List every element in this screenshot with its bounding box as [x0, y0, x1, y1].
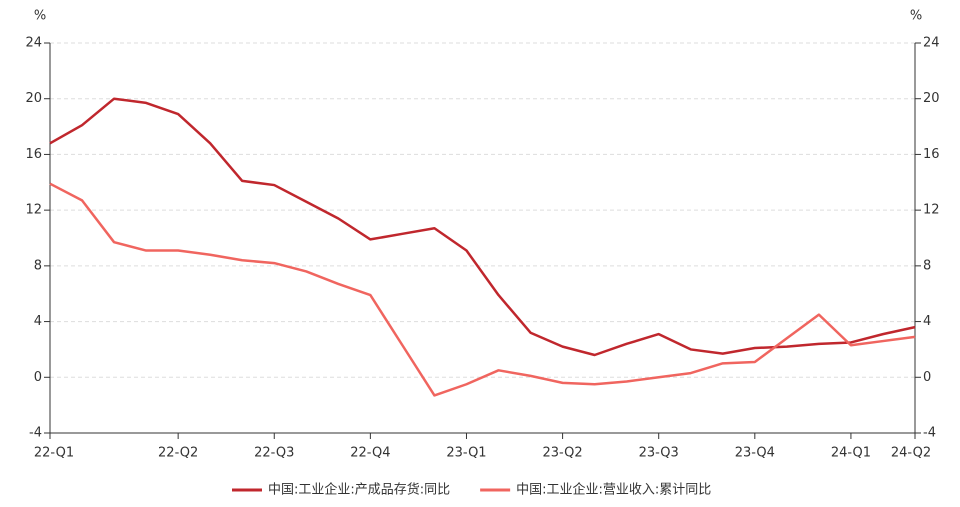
x-tick-label: 23-Q1	[446, 446, 486, 461]
y-tick-label: 12	[25, 203, 42, 218]
y2-tick-label: -4	[923, 426, 936, 441]
y2-tick-label: 12	[923, 203, 940, 218]
legend-label: 中国:工业企业:营业收入:累计同比	[516, 482, 711, 498]
y-tick-label: 8	[34, 258, 42, 273]
legend-label: 中国:工业企业:产成品存货:同比	[268, 482, 450, 498]
y-tick-label: 0	[34, 370, 42, 385]
line-series	[49, 182, 916, 397]
y2-tick-label: 8	[923, 258, 931, 273]
y2-axis-unit: %	[910, 9, 922, 24]
y-tick-label: -4	[29, 426, 42, 441]
x-tick-label: 23-Q4	[735, 446, 775, 461]
x-tick-label: 22-Q4	[350, 446, 390, 461]
x-tick-label: 22-Q2	[158, 446, 198, 461]
y-axis-unit: %	[34, 9, 46, 24]
y2-tick-label: 4	[923, 314, 931, 329]
x-tick-label: 24-Q1	[831, 446, 871, 461]
y-tick-label: 20	[25, 91, 42, 106]
y2-tick-label: 0	[923, 370, 931, 385]
y-tick-label: 16	[25, 147, 42, 162]
x-tick-label: 22-Q3	[254, 446, 294, 461]
x-tick-label: 24-Q2	[891, 446, 931, 461]
y2-tick-label: 16	[923, 147, 940, 162]
y2-tick-label: 20	[923, 91, 940, 106]
y2-tick-label: 24	[923, 36, 940, 51]
x-tick-label: 23-Q2	[542, 446, 582, 461]
x-tick-label: 23-Q3	[639, 446, 679, 461]
y-tick-label: 24	[25, 36, 42, 51]
line-series	[49, 97, 916, 357]
x-tick-label: 22-Q1	[34, 446, 74, 461]
y-tick-label: 4	[34, 314, 42, 329]
